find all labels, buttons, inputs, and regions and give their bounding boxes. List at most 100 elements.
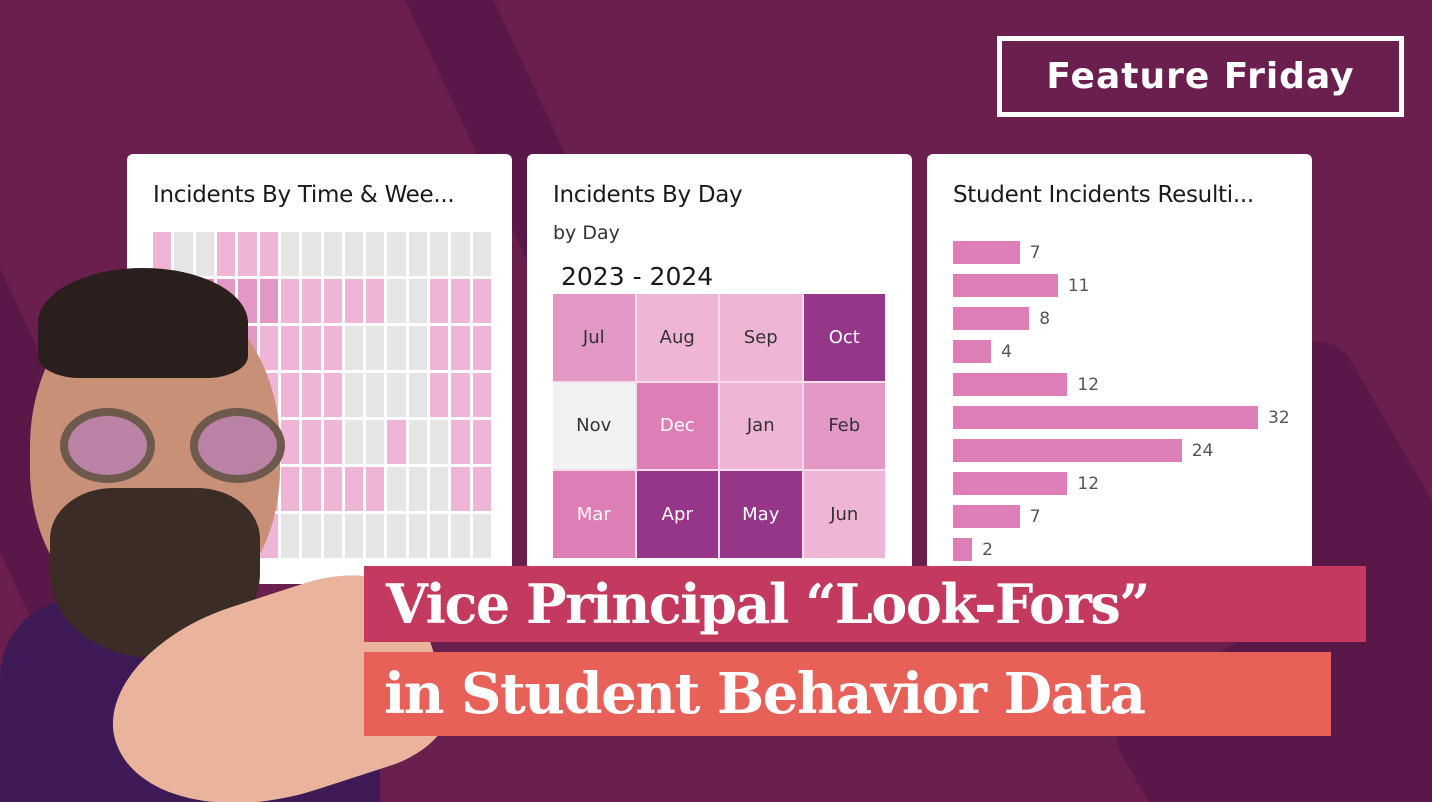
- heatmap-cell[interactable]: [280, 420, 300, 464]
- heatmap-cell[interactable]: [366, 373, 385, 417]
- heatmap-cell[interactable]: [408, 420, 428, 464]
- heatmap-cell[interactable]: [302, 420, 321, 464]
- heatmap-cell[interactable]: [451, 514, 470, 558]
- heatmap-cell[interactable]: [430, 232, 449, 276]
- heatmap-cell[interactable]: [302, 326, 321, 370]
- heatmap-cell[interactable]: [430, 373, 449, 417]
- bar-row[interactable]: 11: [953, 269, 1303, 302]
- heatmap-cell[interactable]: [302, 279, 321, 323]
- bar[interactable]: [953, 538, 973, 561]
- heatmap-cell[interactable]: [408, 514, 428, 558]
- bar-row[interactable]: 24: [953, 434, 1303, 467]
- month-cell-nov[interactable]: Nov: [553, 382, 635, 470]
- heatmap-cell[interactable]: [323, 467, 342, 511]
- heatmap-cell[interactable]: [302, 373, 321, 417]
- heatmap-cell[interactable]: [408, 232, 428, 276]
- heatmap-cell[interactable]: [430, 420, 449, 464]
- bar[interactable]: [953, 340, 992, 363]
- heatmap-cell[interactable]: [387, 232, 406, 276]
- heatmap-cell[interactable]: [323, 326, 342, 370]
- heatmap-cell[interactable]: [323, 420, 342, 464]
- heatmap-cell[interactable]: [451, 279, 470, 323]
- heatmap-cell[interactable]: [344, 514, 364, 558]
- heatmap-cell[interactable]: [451, 373, 470, 417]
- heatmap-cell[interactable]: [387, 514, 406, 558]
- heatmap-cell[interactable]: [302, 232, 321, 276]
- bar-row[interactable]: 7: [953, 500, 1303, 533]
- bar-row[interactable]: 8: [953, 302, 1303, 335]
- bar[interactable]: [953, 307, 1030, 330]
- heatmap-cell[interactable]: [238, 232, 257, 276]
- bar[interactable]: [953, 439, 1182, 462]
- heatmap-cell[interactable]: [451, 467, 470, 511]
- month-cell-aug[interactable]: Aug: [636, 294, 718, 381]
- bar[interactable]: [953, 472, 1068, 495]
- heatmap-cell[interactable]: [344, 373, 364, 417]
- heatmap-cell[interactable]: [430, 326, 449, 370]
- month-cell-feb[interactable]: Feb: [803, 382, 885, 470]
- heatmap-cell[interactable]: [472, 373, 491, 417]
- heatmap-cell[interactable]: [451, 232, 470, 276]
- heatmap-cell[interactable]: [344, 326, 364, 370]
- month-cell-oct[interactable]: Oct: [803, 294, 885, 381]
- heatmap-cell[interactable]: [280, 514, 300, 558]
- bar-row[interactable]: 7: [953, 236, 1303, 269]
- heatmap-cell[interactable]: [387, 326, 406, 370]
- heatmap-cell[interactable]: [366, 232, 385, 276]
- bar-row[interactable]: 12: [953, 467, 1303, 500]
- bar-row[interactable]: 4: [953, 335, 1303, 368]
- heatmap-cell[interactable]: [451, 326, 470, 370]
- heatmap-cell[interactable]: [472, 420, 491, 464]
- heatmap-cell[interactable]: [430, 279, 449, 323]
- heatmap-cell[interactable]: [472, 232, 491, 276]
- month-cell-jan[interactable]: Jan: [720, 382, 802, 470]
- heatmap-cell[interactable]: [408, 373, 428, 417]
- heatmap-cell[interactable]: [280, 467, 300, 511]
- heatmap-cell[interactable]: [472, 467, 491, 511]
- bar[interactable]: [953, 373, 1068, 396]
- heatmap-cell[interactable]: [323, 232, 342, 276]
- heatmap-cell[interactable]: [280, 232, 300, 276]
- heatmap-cell[interactable]: [387, 420, 406, 464]
- heatmap-cell[interactable]: [195, 232, 214, 276]
- month-cell-apr[interactable]: Apr: [636, 471, 718, 558]
- heatmap-cell[interactable]: [344, 279, 364, 323]
- heatmap-cell[interactable]: [302, 514, 321, 558]
- bar[interactable]: [953, 505, 1020, 528]
- bar-row[interactable]: 2: [953, 533, 1303, 566]
- heatmap-cell[interactable]: [280, 279, 300, 323]
- heatmap-cell[interactable]: [408, 326, 428, 370]
- heatmap-cell[interactable]: [153, 232, 172, 276]
- heatmap-cell[interactable]: [366, 326, 385, 370]
- heatmap-cell[interactable]: [408, 279, 428, 323]
- heatmap-cell[interactable]: [366, 467, 385, 511]
- heatmap-cell[interactable]: [472, 326, 491, 370]
- bar-row[interactable]: 12: [953, 368, 1303, 401]
- month-cell-mar[interactable]: Mar: [553, 471, 635, 558]
- heatmap-cell[interactable]: [259, 279, 278, 323]
- month-cell-dec[interactable]: Dec: [636, 382, 718, 470]
- heatmap-cell[interactable]: [387, 373, 406, 417]
- bar-row[interactable]: 32: [953, 401, 1303, 434]
- bar[interactable]: [953, 406, 1258, 429]
- heatmap-cell[interactable]: [451, 420, 470, 464]
- month-cell-sep[interactable]: Sep: [720, 294, 802, 381]
- heatmap-cell[interactable]: [366, 514, 385, 558]
- heatmap-cell[interactable]: [430, 514, 449, 558]
- heatmap-cell[interactable]: [387, 279, 406, 323]
- heatmap-cell[interactable]: [259, 326, 278, 370]
- month-cell-may[interactable]: May: [720, 471, 802, 558]
- heatmap-cell[interactable]: [472, 514, 491, 558]
- heatmap-cell[interactable]: [323, 279, 342, 323]
- heatmap-cell[interactable]: [344, 232, 364, 276]
- heatmap-cell[interactable]: [344, 420, 364, 464]
- heatmap-cell[interactable]: [472, 279, 491, 323]
- month-cell-jul[interactable]: Jul: [553, 294, 635, 381]
- heatmap-cell[interactable]: [323, 514, 342, 558]
- heatmap-cell[interactable]: [302, 467, 321, 511]
- month-cell-jun[interactable]: Jun: [803, 471, 885, 558]
- heatmap-cell[interactable]: [216, 232, 236, 276]
- bar[interactable]: [953, 274, 1058, 297]
- heatmap-cell[interactable]: [280, 326, 300, 370]
- heatmap-cell[interactable]: [323, 373, 342, 417]
